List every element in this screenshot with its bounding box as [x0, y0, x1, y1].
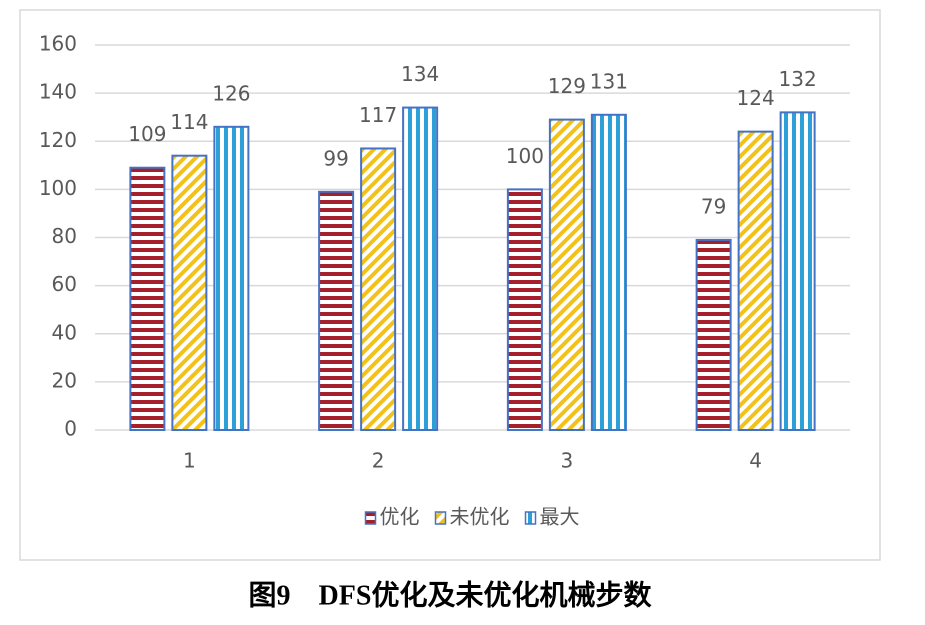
x-tick-label: 2 [372, 449, 385, 473]
bar [360, 147, 397, 431]
bar [590, 113, 627, 431]
bar [318, 190, 355, 431]
value-label: 99 [323, 146, 348, 170]
legend-swatch [364, 511, 377, 525]
value-label: 124 [737, 86, 775, 110]
y-tick-label: 80 [52, 224, 77, 248]
bar [506, 188, 543, 431]
value-label: 131 [590, 69, 628, 93]
bar [737, 130, 774, 431]
x-tick-label: 3 [561, 449, 574, 473]
value-label: 100 [506, 144, 544, 168]
y-tick-label: 0 [64, 417, 77, 441]
value-label: 132 [779, 67, 817, 91]
bar [695, 238, 732, 431]
bar [779, 111, 816, 431]
value-label: 109 [128, 122, 166, 146]
bar [402, 106, 439, 431]
value-label: 134 [401, 62, 439, 86]
x-tick-label: 4 [749, 449, 762, 473]
value-label: 79 [701, 194, 726, 218]
legend-label: 最大 [540, 505, 580, 529]
y-tick-label: 20 [52, 368, 77, 392]
y-tick-label: 60 [52, 272, 77, 296]
value-label: 114 [170, 110, 208, 134]
bar [213, 125, 250, 431]
legend-swatch [434, 511, 447, 525]
bar [129, 166, 166, 431]
value-label: 126 [212, 81, 250, 105]
bar [171, 154, 208, 431]
x-tick-label: 1 [183, 449, 196, 473]
y-tick-label: 140 [39, 80, 77, 104]
y-tick-label: 40 [52, 320, 77, 344]
legend-label: 优化 [380, 505, 420, 529]
y-tick-label: 100 [39, 176, 77, 200]
value-label: 129 [548, 74, 586, 98]
caption: 图9 DFS优化及未优化机械步数 [249, 579, 653, 611]
bar [548, 118, 585, 431]
value-label: 117 [359, 103, 397, 127]
legend-swatch [524, 511, 537, 525]
legend-label: 未优化 [450, 505, 510, 529]
y-tick-label: 120 [39, 128, 77, 152]
y-tick-label: 160 [39, 32, 77, 56]
